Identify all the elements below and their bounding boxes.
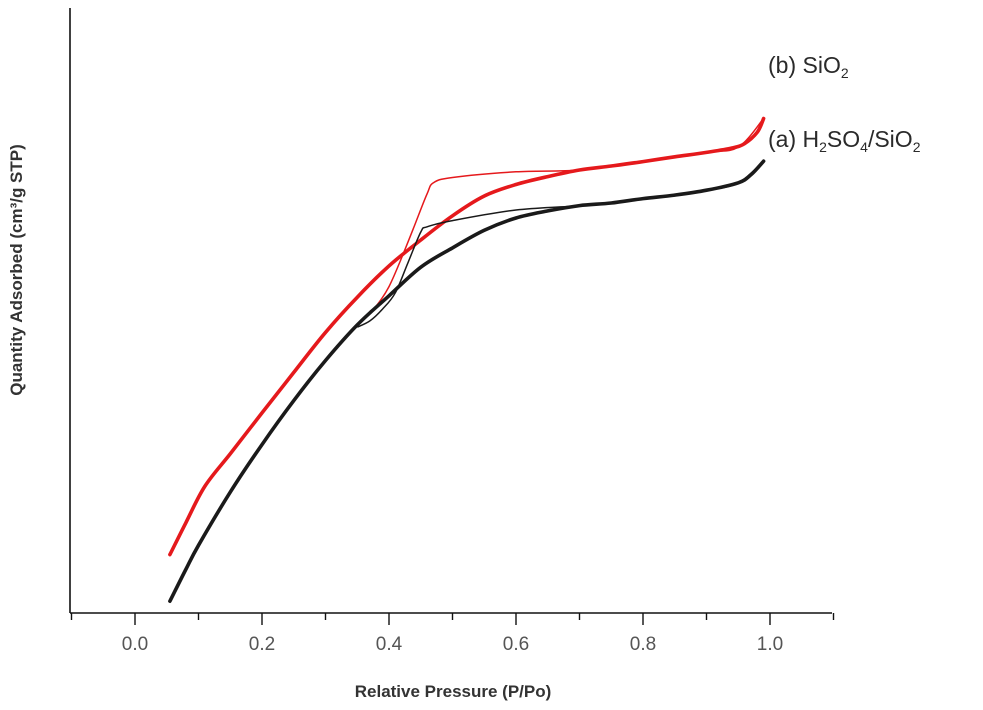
series-group (168, 116, 766, 603)
x-tick-label: 0.2 (249, 634, 275, 655)
x-tick-label: 1.0 (757, 634, 783, 655)
x-axis-title: Relative Pressure (P/Po) (355, 682, 552, 701)
series-labels: (b) SiO2 (a) H2SO4/SiO2 (768, 52, 921, 155)
x-axis-tick-labels: 0.0 0.2 0.4 0.6 0.8 1.0 (122, 634, 783, 655)
series-sio2-adsorption-line (168, 116, 766, 557)
y-axis-title: Quantity Adsorbed (cm³/g STP) (7, 144, 26, 396)
x-axis-ticks (70, 613, 835, 625)
x-tick-label: 0.0 (122, 634, 148, 655)
series-label-sio2: (b) SiO2 (768, 52, 849, 81)
x-tick-label: 0.6 (503, 634, 529, 655)
series-label-h2so4-sio2: (a) H2SO4/SiO2 (768, 126, 921, 155)
series-sio2-desorption-line (369, 118, 765, 312)
x-tick-label: 0.4 (376, 634, 403, 655)
x-tick-label: 0.8 (630, 634, 656, 655)
series-h2so4-sio2-adsorption-line (168, 159, 766, 603)
